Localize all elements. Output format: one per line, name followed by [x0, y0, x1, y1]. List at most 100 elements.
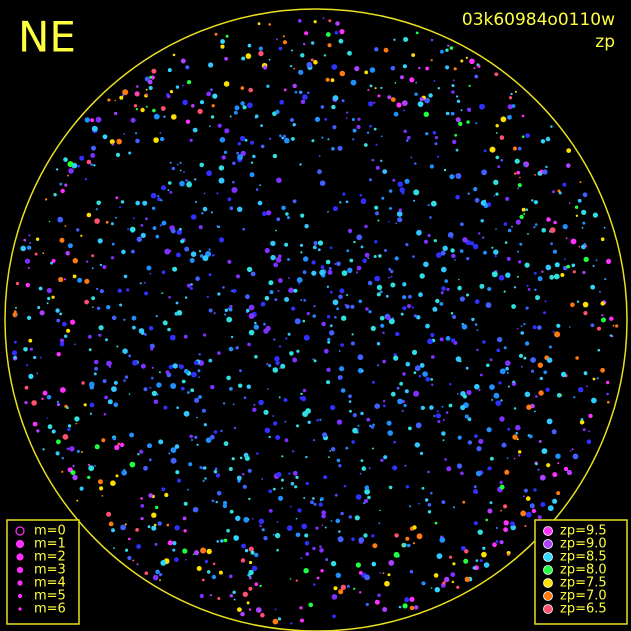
star	[479, 103, 485, 110]
star	[498, 381, 502, 385]
star	[364, 224, 368, 229]
star	[543, 370, 547, 375]
star	[167, 68, 172, 73]
star	[401, 409, 404, 412]
star	[507, 553, 510, 557]
star	[135, 200, 140, 206]
star	[458, 121, 463, 127]
star	[442, 581, 446, 585]
star	[374, 240, 378, 244]
star	[543, 311, 546, 315]
star	[363, 533, 368, 538]
star	[250, 271, 256, 277]
star	[524, 262, 530, 268]
star	[187, 80, 192, 85]
star	[582, 301, 589, 308]
star	[318, 155, 321, 157]
star	[46, 417, 49, 419]
star	[537, 468, 540, 471]
star	[430, 587, 433, 589]
star	[115, 196, 119, 200]
star	[537, 276, 543, 282]
star	[171, 166, 176, 171]
star	[260, 301, 266, 307]
star	[175, 470, 180, 475]
star	[442, 439, 445, 442]
star	[132, 325, 136, 330]
star	[430, 332, 435, 338]
star	[155, 315, 158, 318]
star	[131, 315, 137, 321]
star	[341, 99, 345, 103]
star	[531, 199, 534, 202]
star	[232, 288, 237, 293]
star	[476, 329, 479, 331]
star	[131, 249, 135, 254]
star	[151, 68, 157, 74]
star	[497, 165, 501, 169]
star	[468, 84, 471, 87]
star	[357, 424, 360, 427]
star	[369, 124, 373, 128]
star	[460, 59, 464, 63]
star	[285, 212, 289, 216]
star	[237, 142, 241, 146]
star	[259, 584, 262, 588]
star	[461, 546, 466, 551]
star	[243, 516, 250, 523]
star	[500, 158, 504, 162]
star	[281, 205, 286, 211]
legend-m-label: m=0	[34, 524, 66, 539]
star	[381, 196, 385, 200]
star	[469, 58, 475, 65]
star	[525, 133, 530, 139]
star	[392, 178, 396, 182]
star	[247, 518, 250, 521]
star	[390, 97, 396, 102]
star	[292, 470, 298, 476]
star	[203, 192, 206, 195]
star	[177, 478, 181, 483]
star	[592, 377, 596, 381]
star	[298, 90, 303, 95]
star	[312, 314, 316, 318]
star	[251, 565, 258, 571]
star	[355, 562, 361, 568]
legend-m-label: m=5	[34, 589, 66, 604]
star	[140, 107, 145, 113]
star	[436, 553, 443, 559]
star	[111, 386, 117, 392]
star	[272, 533, 275, 536]
star	[459, 296, 465, 302]
star	[284, 438, 289, 443]
star	[202, 255, 209, 262]
star	[422, 371, 428, 377]
star	[156, 393, 159, 396]
star	[428, 93, 433, 98]
star	[360, 411, 364, 416]
star	[266, 84, 270, 88]
star	[135, 138, 140, 144]
star	[212, 93, 218, 99]
star	[329, 450, 332, 452]
star	[450, 338, 456, 343]
star	[364, 70, 369, 75]
star	[380, 86, 383, 89]
star	[570, 238, 577, 245]
star	[241, 56, 246, 61]
star	[615, 324, 619, 328]
star	[356, 265, 362, 271]
star	[299, 163, 302, 166]
star	[62, 434, 69, 440]
star	[476, 446, 482, 452]
star	[221, 155, 226, 160]
star	[290, 505, 292, 508]
star	[324, 526, 327, 529]
star	[28, 234, 31, 237]
star	[31, 400, 37, 406]
star	[325, 77, 330, 82]
star	[125, 548, 129, 552]
star	[339, 70, 346, 77]
star	[418, 502, 420, 505]
star	[569, 450, 572, 452]
